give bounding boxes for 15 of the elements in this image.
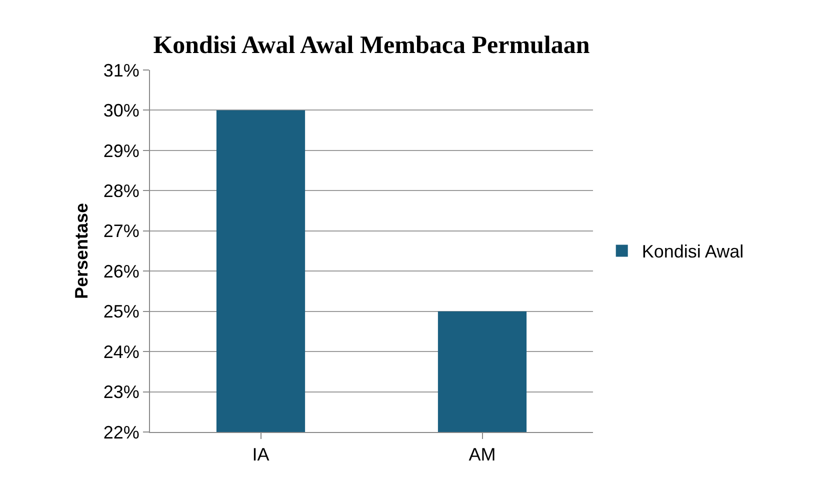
y-tick-label: 24%	[103, 342, 140, 362]
y-tick-label: 22%	[103, 422, 140, 442]
x-tick-label: AM	[468, 444, 496, 465]
y-tick-label: 26%	[103, 261, 140, 282]
y-tick-label: 25%	[103, 302, 140, 322]
y-tick-label: 27%	[103, 221, 140, 242]
y-tick-label: 29%	[103, 140, 140, 161]
x-tick-label: IA	[252, 444, 270, 465]
y-tick-label: 28%	[103, 180, 140, 201]
y-tick-label: 30%	[103, 100, 140, 121]
y-tick-label: 23%	[103, 382, 140, 402]
legend-label: Kondisi Awal	[642, 242, 744, 262]
y-tick-label: 31%	[103, 60, 140, 80]
y-axis-title: Persentase	[72, 202, 92, 300]
chart-title: Kondisi Awal Awal Membaca Permulaan	[153, 32, 590, 60]
